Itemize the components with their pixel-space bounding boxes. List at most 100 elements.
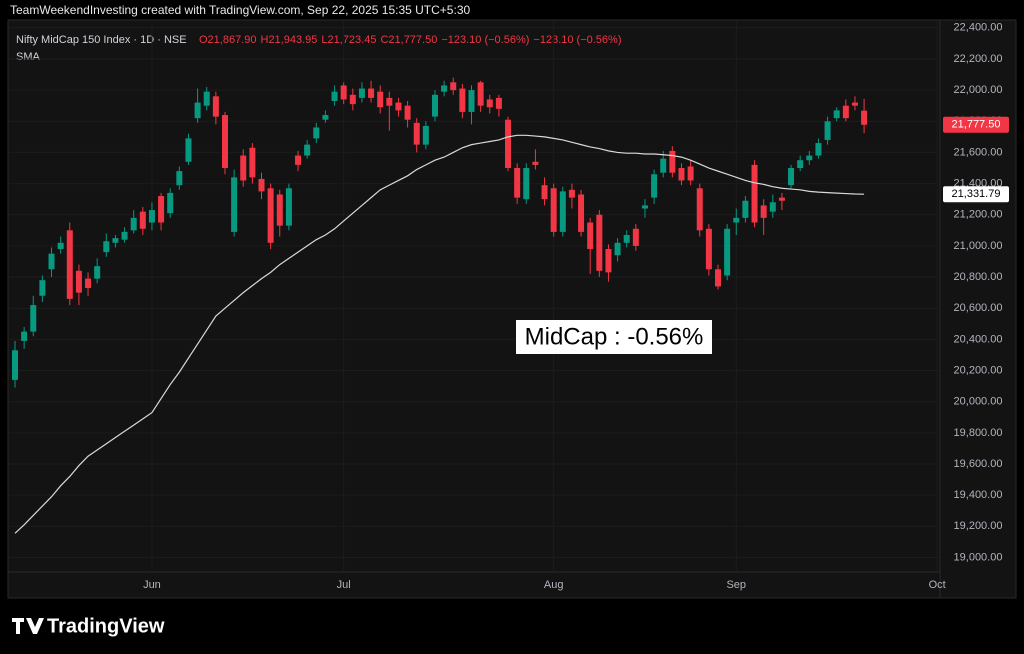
candle-body xyxy=(687,166,694,181)
y-tick-label: 20,600.00 xyxy=(954,302,1003,314)
candle-body xyxy=(459,88,466,112)
candle-body xyxy=(778,197,785,201)
y-tick-label: 20,400.00 xyxy=(954,333,1003,345)
candle-body xyxy=(322,115,329,120)
candle-body xyxy=(258,178,265,192)
status-item: O21,867.90 xyxy=(199,34,257,46)
candle-body xyxy=(203,91,210,106)
candle-body xyxy=(103,241,110,253)
candle-body xyxy=(760,205,767,218)
candle-body xyxy=(221,115,228,169)
source-line: TeamWeekendInvesting created with Tradin… xyxy=(10,3,470,17)
candle-body xyxy=(340,85,347,100)
symbol: Nifty MidCap 150 Index · 1D · NSE xyxy=(16,34,187,46)
candle-body xyxy=(495,97,502,109)
status-item: L21,723.45 xyxy=(321,34,376,46)
candle-body xyxy=(824,121,831,140)
candle-body xyxy=(158,196,165,223)
candle-body xyxy=(851,102,858,106)
candle-body xyxy=(85,278,92,288)
plot: 19,000.00 19,200.00 19,400.00 19,600.00 19,8… xyxy=(8,20,1002,591)
price-tag-label: 21,331.79 xyxy=(952,188,1001,200)
ohlc-status: O21,867.90 H21,943.95 L21,723.45 C21,777.50… xyxy=(199,34,622,46)
status-item: C21,777.50 xyxy=(380,34,437,46)
candle-body xyxy=(450,82,457,91)
candle-body xyxy=(167,192,174,214)
candle-body xyxy=(641,205,648,209)
candle-body xyxy=(121,231,128,240)
candle-body xyxy=(541,185,548,200)
candle-body xyxy=(861,110,868,125)
candle-body xyxy=(733,217,740,223)
candle-body xyxy=(431,94,438,117)
candle-body xyxy=(751,164,758,223)
candle-body xyxy=(441,85,448,92)
price-tag xyxy=(943,186,1009,203)
candle-body xyxy=(295,155,302,165)
candle-body xyxy=(815,143,822,156)
candle-body xyxy=(605,249,612,273)
candle-body xyxy=(249,147,256,178)
candle-body xyxy=(596,214,603,271)
candle-body xyxy=(57,242,64,250)
candle-body xyxy=(696,188,703,231)
status-item: −123.10 (−0.56%) xyxy=(533,34,621,46)
candle-body xyxy=(705,228,712,270)
status-item: −123.10 (−0.56%) xyxy=(441,34,529,46)
candle-body xyxy=(267,188,274,243)
candle-body xyxy=(842,105,849,119)
candle-body xyxy=(30,305,37,332)
candle-body xyxy=(39,280,46,296)
candle-body xyxy=(386,97,393,106)
y-tick-label: 19,600.00 xyxy=(954,458,1003,470)
candle-body xyxy=(550,188,557,232)
candle-body xyxy=(587,222,594,250)
x-tick-label: Sep xyxy=(726,579,746,591)
candle-body xyxy=(185,138,192,162)
candle-body xyxy=(669,150,676,173)
candle-body xyxy=(313,127,320,139)
candle-body xyxy=(304,144,311,156)
candle-body xyxy=(194,102,201,119)
y-tick-label: 22,400.00 xyxy=(954,22,1003,34)
candle-body xyxy=(130,217,137,231)
candle-body xyxy=(523,168,530,200)
y-tick-label: 21,200.00 xyxy=(954,209,1003,221)
y-tick-label: 20,000.00 xyxy=(954,396,1003,408)
annotation: MidCap : -0.56% xyxy=(525,323,704,350)
candle-body xyxy=(468,90,475,112)
logo-icon xyxy=(12,618,44,634)
candle-body xyxy=(806,155,813,161)
candle-body xyxy=(176,171,183,186)
candle-body xyxy=(514,168,521,198)
status-item: H21,943.95 xyxy=(261,34,318,46)
candle-body xyxy=(678,168,685,181)
candle-body xyxy=(240,155,247,181)
candle-body xyxy=(568,189,575,198)
candle-body xyxy=(742,200,749,218)
sma-legend: SMA xyxy=(16,51,41,63)
candle-body xyxy=(139,211,146,229)
candle-body xyxy=(505,119,512,169)
price-tag xyxy=(943,116,1009,133)
candle-body xyxy=(21,331,28,341)
y-tick-label: 22,000.00 xyxy=(954,84,1003,96)
candle-body xyxy=(623,234,630,243)
y-tick-label: 21,000.00 xyxy=(954,240,1003,252)
candle-body xyxy=(413,122,420,145)
y-tick-label: 22,200.00 xyxy=(954,53,1003,65)
candle-body xyxy=(112,238,119,243)
y-tick-label: 19,400.00 xyxy=(954,489,1003,501)
candle-body xyxy=(788,168,795,186)
candle-body xyxy=(724,228,731,276)
x-tick-label: Jul xyxy=(337,579,351,591)
candle-body xyxy=(395,102,402,111)
candle-body xyxy=(66,230,73,299)
candle-body xyxy=(632,228,639,246)
candle-body xyxy=(651,174,658,198)
y-tick-label: 20,200.00 xyxy=(954,364,1003,376)
candle-body xyxy=(578,194,585,232)
candle-body xyxy=(559,191,566,232)
candle-body xyxy=(769,202,776,212)
